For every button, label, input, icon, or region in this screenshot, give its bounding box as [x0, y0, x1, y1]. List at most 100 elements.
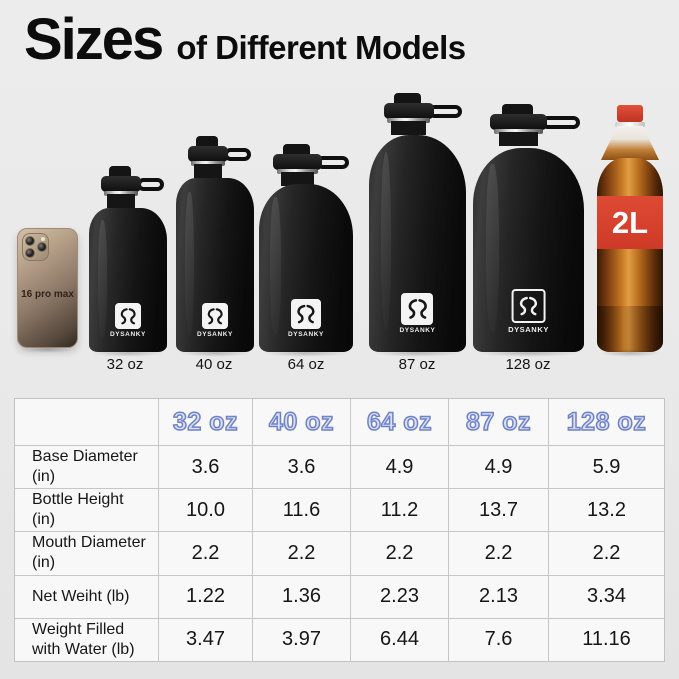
cola-body: 2L [597, 158, 663, 352]
bottle-highlight [270, 197, 281, 336]
bottle-size-label: 40 oz [195, 356, 233, 373]
bottle-32oz: DYSANKY [89, 166, 167, 357]
spec-value: 10.0 [159, 489, 252, 532]
spec-value: 7.6 [449, 618, 548, 661]
bottle-body: DYSANKY [259, 184, 353, 352]
spec-col-header: 87 oz [449, 399, 548, 445]
bottle-cap-lid [489, 114, 548, 130]
cola-cap [617, 105, 643, 122]
spec-value: 2.2 [549, 532, 664, 575]
bottle-cap-lid [100, 176, 142, 192]
brand-glyph-icon [511, 289, 546, 323]
dysanky-logo: DYSANKY [508, 289, 549, 334]
bottle-steel-ring [276, 169, 319, 174]
dysanky-logo: DYSANKY [110, 303, 146, 338]
spec-value: 3.34 [549, 575, 664, 618]
bottle-cap-knob [283, 144, 310, 156]
spec-value: 2.13 [449, 575, 548, 618]
brand-name: DYSANKY [508, 325, 549, 334]
spec-value: 4.9 [351, 446, 448, 489]
dysanky-logo: DYSANKY [288, 299, 324, 338]
spec-table: 32 oz 40 oz 64 oz 87 oz 128 oz Base Diam… [14, 398, 665, 662]
brand-name: DYSANKY [288, 331, 324, 338]
iphone-16-pro-max: 16 pro max [17, 228, 78, 353]
cola-neck [601, 126, 659, 160]
bottle-cap-knob [394, 93, 422, 105]
spec-value: 2.2 [253, 532, 350, 575]
spec-col-header: 40 oz [253, 399, 350, 445]
bottle-body: DYSANKY [369, 135, 466, 352]
bottle-neck [391, 121, 427, 135]
spec-corner-cell [15, 399, 158, 445]
spec-row-label: Base Diameter (in) [15, 446, 158, 489]
bottle-128oz: DYSANKY [473, 104, 584, 357]
spec-value: 4.9 [449, 446, 548, 489]
brand-glyph-icon [401, 293, 434, 325]
spec-value: 13.2 [549, 489, 664, 532]
bottle-size-label: 128 oz [505, 356, 551, 373]
spec-row-label: Mouth Diameter (in) [15, 532, 158, 575]
spec-col-header: 64 oz [351, 399, 448, 445]
spec-value: 13.7 [449, 489, 548, 532]
camera-lens-icon [25, 248, 35, 258]
bottle-highlight [486, 164, 499, 332]
bottle-size-label: 87 oz [398, 356, 436, 373]
bottle-cap-knob [196, 136, 219, 148]
bottle-size-label: 64 oz [287, 356, 325, 373]
bottle-cap-lid [273, 154, 322, 170]
bottle-neck [106, 194, 136, 208]
camera-lens-icon [25, 236, 35, 246]
spec-value: 11.6 [253, 489, 350, 532]
spec-value: 2.2 [351, 532, 448, 575]
spec-value: 2.2 [449, 532, 548, 575]
bottle-neck [498, 132, 539, 146]
brand-name: DYSANKY [110, 331, 146, 338]
bottle-40oz: DYSANKY [176, 136, 254, 357]
bottle-body: DYSANKY [89, 208, 167, 352]
phone-label: 16 pro max [21, 289, 74, 300]
bottle-steel-ring [103, 191, 139, 196]
title-main: Sizes [24, 7, 164, 72]
dysanky-logo: DYSANKY [197, 303, 233, 338]
camera-flash-icon [41, 237, 45, 241]
page-title: Sizes of Different Models [24, 6, 466, 73]
bottle-body: DYSANKY [176, 178, 254, 352]
bottle-neck [193, 164, 223, 178]
camera-lens-icon [37, 242, 47, 252]
bottle-size-label: 32 oz [106, 356, 144, 373]
spec-value: 1.36 [253, 575, 350, 618]
bottle-cap-knob [501, 104, 533, 116]
brand-glyph-icon [201, 303, 228, 329]
spec-col-header: 128 oz [549, 399, 664, 445]
cola-2l-text: 2L [611, 204, 649, 240]
bottle-87oz: DYSANKY [369, 93, 466, 357]
spec-value: 1.22 [159, 575, 252, 618]
cola-collar [615, 122, 645, 127]
spec-value: 6.44 [351, 618, 448, 661]
bottle-cap-lid [383, 103, 434, 119]
spec-col-header: 32 oz [159, 399, 252, 445]
spec-row-label: Bottle Height (in) [15, 489, 158, 532]
phone-camera-module [22, 233, 49, 261]
dysanky-logo: DYSANKY [400, 293, 436, 334]
spec-value: 3.6 [253, 446, 350, 489]
spec-value: 11.2 [351, 489, 448, 532]
spec-value: 3.47 [159, 618, 252, 661]
cola-label: 2L [597, 196, 663, 249]
spec-value: 11.16 [549, 618, 664, 661]
spec-row-label: Weight Filled with Water (lb) [15, 618, 158, 661]
bottle-neck [280, 172, 315, 186]
bottle-64oz: DYSANKY [259, 144, 353, 357]
spec-value: 3.6 [159, 446, 252, 489]
bottle-steel-ring [494, 129, 543, 134]
bottle-body: DYSANKY [473, 148, 584, 352]
spec-value: 3.97 [253, 618, 350, 661]
brand-name: DYSANKY [399, 327, 436, 334]
brand-glyph-icon [290, 299, 321, 329]
spec-value: 5.9 [549, 446, 664, 489]
title-sub: of Different Models [176, 29, 466, 66]
bottle-cap-knob [109, 166, 132, 178]
bottle-steel-ring [387, 118, 431, 123]
